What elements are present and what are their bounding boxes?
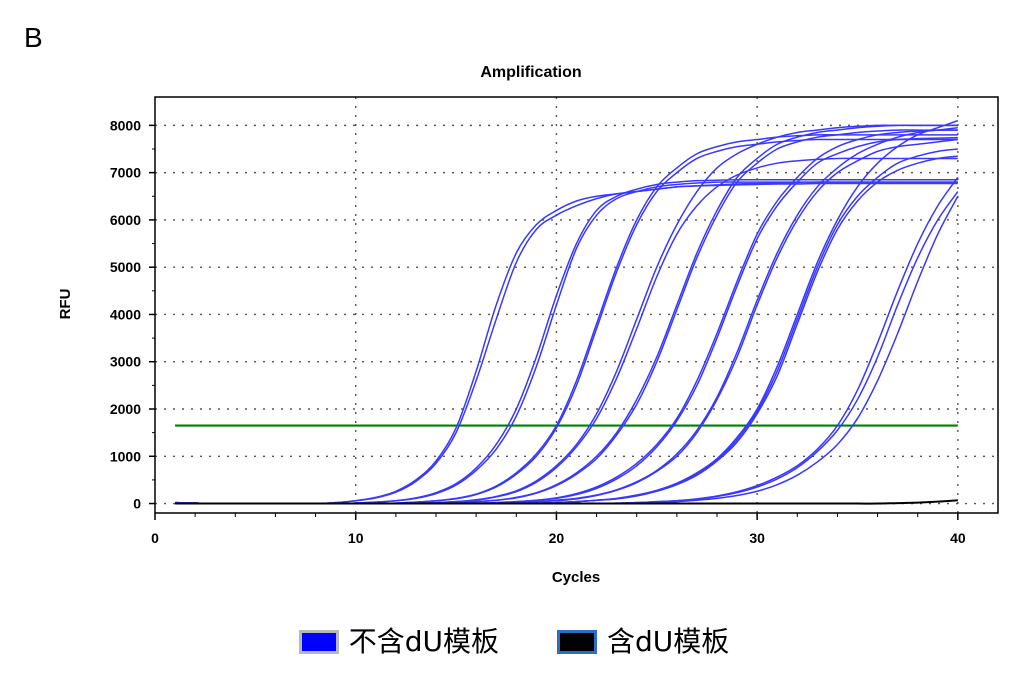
y-tick-label: 0 <box>133 496 141 512</box>
y-tick-label: 2000 <box>110 401 141 417</box>
legend-swatch-blue <box>298 630 339 654</box>
legend-item-no-du-template: 不含dU模板 <box>298 625 499 658</box>
x-tick-label: 30 <box>749 530 765 546</box>
chart-title: Amplification <box>480 64 581 81</box>
series-line-no-du-template <box>175 133 958 505</box>
series-line-no-du-template <box>175 148 958 505</box>
y-tick-label: 4000 <box>110 306 141 322</box>
series-line-du-template <box>175 499 958 505</box>
y-tick-label: 3000 <box>110 354 141 370</box>
x-tick-label: 20 <box>549 530 565 546</box>
x-axis-label: Cycles <box>552 569 600 586</box>
y-axis-label: RFU <box>57 289 74 320</box>
series-line-no-du-template <box>175 155 958 505</box>
x-tick-label: 10 <box>348 530 364 546</box>
legend-label-no-du-template: 不含dU模板 <box>348 625 499 658</box>
y-tick-label: 7000 <box>110 165 141 181</box>
series-line-no-du-template <box>175 138 958 505</box>
y-tick-label: 8000 <box>110 117 141 133</box>
series-line-no-du-template <box>175 129 958 505</box>
series-line-no-du-template <box>175 119 959 505</box>
y-tick-label: 6000 <box>110 212 141 228</box>
legend-label-du-template: 含dU模板 <box>607 625 730 658</box>
series-line-no-du-template <box>175 176 959 505</box>
legend-swatch-black <box>557 630 597 654</box>
x-tick-label: 40 <box>950 530 966 546</box>
x-tick-label: 0 <box>151 530 159 546</box>
axes: 0 1000 2000 3000 4000 5000 6000 7000 8000 0 10 20 30… <box>110 117 966 546</box>
y-tick-label: 5000 <box>110 259 141 275</box>
series-line-no-du-template <box>175 136 958 505</box>
amplification-curves <box>175 119 959 505</box>
plot-area-border <box>154 96 999 514</box>
legend: 不含dU模板 含dU模板 <box>0 620 1028 664</box>
y-tick-label: 1000 <box>110 448 141 464</box>
series-line-no-du-template <box>175 129 958 505</box>
grid-lines <box>155 97 998 513</box>
panel-letter: B <box>24 22 43 53</box>
series-line-no-du-template <box>175 138 958 505</box>
legend-item-du-template: 含dU模板 <box>557 628 729 656</box>
